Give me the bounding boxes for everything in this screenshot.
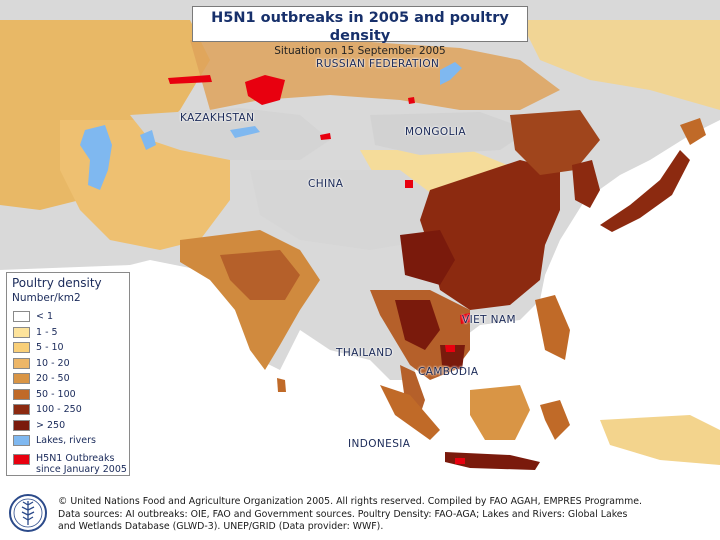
legend-row-density: 10 - 20 bbox=[13, 357, 70, 369]
label-kazakhstan: KAZAKHSTAN bbox=[180, 112, 255, 124]
legend-label-density: 50 - 100 bbox=[36, 388, 76, 400]
legend-swatch-density bbox=[13, 311, 30, 322]
map-title-box: H5N1 outbreaks in 2005 and poultry densi… bbox=[192, 6, 528, 57]
legend-row-density: < 1 bbox=[13, 311, 53, 322]
sulawesi bbox=[540, 400, 570, 440]
high-density-sichuan bbox=[400, 230, 455, 285]
legend-label-outbreaks-line1: H5N1 Outbreaks bbox=[36, 453, 115, 464]
korea-peninsula bbox=[572, 160, 600, 208]
outbreak-russia-west bbox=[168, 75, 212, 84]
sri-lanka bbox=[277, 378, 286, 392]
footer: © United Nations Food and Agriculture Or… bbox=[0, 488, 720, 540]
legend-label-outbreaks-line2: since January 2005 bbox=[36, 464, 127, 475]
legend-row-density: 5 - 10 bbox=[13, 342, 64, 353]
legend-label-density: > 250 bbox=[36, 419, 66, 431]
outbreak-siberia bbox=[245, 75, 285, 105]
legend-swatch-outbreaks bbox=[13, 454, 30, 465]
legend-swatch-density bbox=[13, 373, 30, 384]
legend-label-lakes: Lakes, rivers bbox=[36, 435, 96, 446]
legend-label-density: 20 - 50 bbox=[36, 373, 70, 384]
label-indonesia: INDONESIA bbox=[348, 438, 411, 450]
new-guinea bbox=[600, 415, 720, 465]
legend-row-density: 20 - 50 bbox=[13, 373, 70, 384]
label-cambodia: CAMBODIA bbox=[418, 366, 479, 378]
fao-logo-icon bbox=[9, 494, 47, 532]
legend-label-outbreaks: H5N1 Outbreaks since January 2005 bbox=[36, 453, 127, 475]
legend-swatch-density bbox=[13, 388, 30, 400]
low-density-mongolia bbox=[370, 112, 530, 155]
density-band-west bbox=[0, 20, 210, 210]
legend-row-lakes: Lakes, rivers bbox=[13, 435, 96, 446]
density-band-siberia bbox=[190, 40, 560, 110]
legend-swatch-density bbox=[13, 342, 30, 353]
map-legend: Poultry density Number/km2 < 1 1 - 5 5 - 1… bbox=[6, 272, 130, 476]
legend-row-outbreaks: H5N1 Outbreaks since January 2005 bbox=[13, 453, 127, 475]
legend-title: Poultry density bbox=[12, 276, 102, 290]
legend-label-density: 10 - 20 bbox=[36, 357, 70, 369]
footer-credits: © United Nations Food and Agriculture Or… bbox=[58, 496, 713, 534]
legend-swatch-density bbox=[13, 357, 30, 369]
legend-swatch-density bbox=[13, 326, 30, 338]
poultry-density-map bbox=[0, 0, 720, 470]
outbreak-vietnam bbox=[460, 313, 470, 324]
outbreak-cambodia bbox=[445, 345, 455, 352]
map-title: H5N1 outbreaks in 2005 and poultry densi… bbox=[211, 10, 509, 44]
legend-swatch-density bbox=[13, 419, 30, 431]
label-vietnam: VIET NAM bbox=[462, 314, 516, 326]
legend-label-density: 1 - 5 bbox=[36, 326, 58, 338]
footer-line-3: and Wetlands Database (GLWD-3). UNEP/GRI… bbox=[58, 521, 384, 532]
label-china: CHINA bbox=[308, 178, 344, 190]
caspian-sea bbox=[80, 125, 112, 190]
japan-islands bbox=[600, 150, 690, 232]
footer-line-2: Data sources: AI outbreaks: OIE, FAO and… bbox=[58, 508, 628, 520]
outbreak-kazakhstan bbox=[320, 133, 331, 140]
map-area: H5N1 outbreaks in 2005 and poultry densi… bbox=[0, 0, 720, 476]
legend-row-density: 1 - 5 bbox=[13, 326, 58, 338]
label-thailand: THAILAND bbox=[336, 347, 394, 359]
legend-swatch-density bbox=[13, 404, 30, 415]
low-density-kazakhstan bbox=[130, 108, 330, 160]
legend-label-density: < 1 bbox=[36, 311, 54, 322]
label-mongolia: MONGOLIA bbox=[405, 126, 466, 138]
legend-row-density: > 250 bbox=[13, 419, 66, 431]
java bbox=[445, 452, 540, 470]
footer-line-1: © United Nations Food and Agriculture Or… bbox=[58, 496, 643, 507]
legend-swatch-lakes bbox=[13, 435, 30, 446]
map-subtitle: Situation on 15 September 2005 bbox=[274, 45, 446, 57]
hokkaido bbox=[680, 118, 706, 145]
legend-row-density: 50 - 100 bbox=[13, 388, 76, 400]
high-density-thailand bbox=[395, 300, 440, 350]
legend-label-density: 5 - 10 bbox=[36, 342, 64, 353]
sumatra bbox=[380, 385, 440, 440]
low-density-tibet bbox=[250, 170, 440, 250]
density-band-farnorth bbox=[520, 20, 720, 110]
legend-label-density: 100 - 250 bbox=[36, 404, 82, 415]
outbreak-russia-east bbox=[408, 97, 415, 104]
aral-sea bbox=[140, 130, 156, 150]
label-russia: RUSSIAN FEDERATION bbox=[316, 58, 440, 70]
philippines bbox=[535, 295, 570, 360]
lake-baikal bbox=[440, 62, 462, 85]
lake-balkhash bbox=[230, 126, 260, 138]
density-band-manchuria bbox=[510, 110, 600, 175]
high-density-east-china bbox=[420, 160, 560, 310]
legend-row-density: 100 - 250 bbox=[13, 404, 82, 415]
outbreak-china-west bbox=[405, 180, 413, 188]
density-band-india-core bbox=[220, 250, 300, 300]
legend-units: Number/km2 bbox=[12, 292, 81, 304]
borneo bbox=[470, 385, 530, 440]
malay-peninsula bbox=[400, 365, 425, 415]
outbreak-indonesia bbox=[455, 458, 465, 464]
